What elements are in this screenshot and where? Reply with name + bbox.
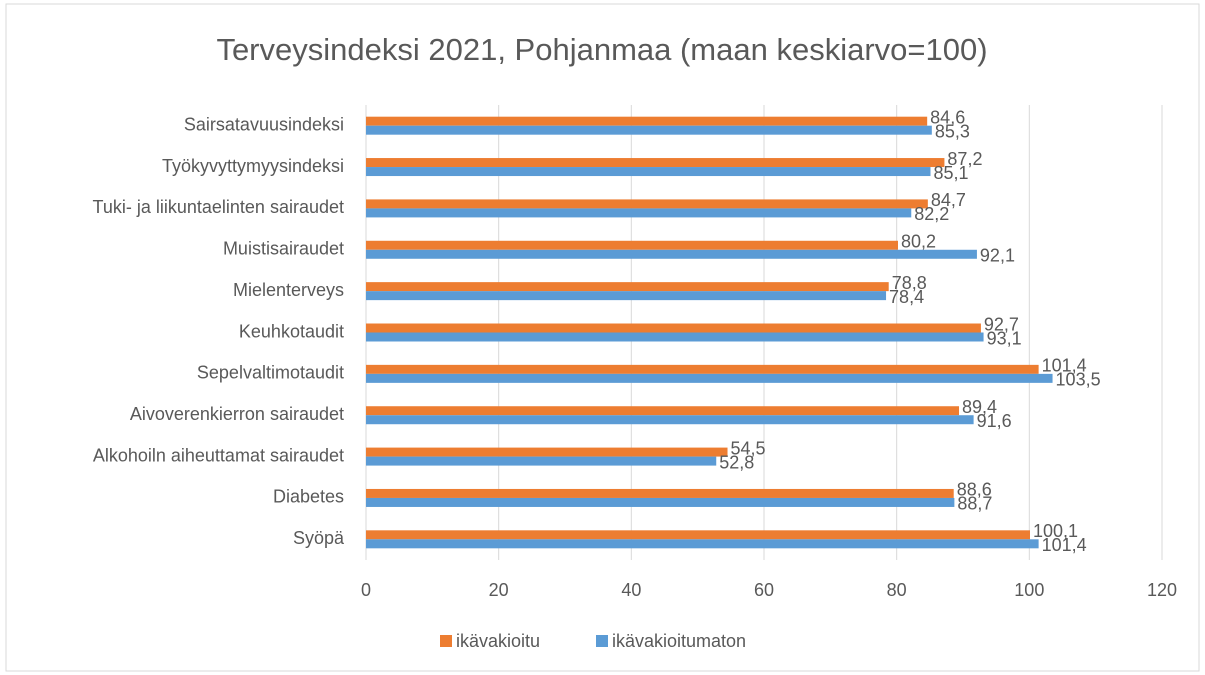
bar: [366, 447, 728, 457]
y-tick-label: Mielenterveys: [233, 280, 344, 300]
bar: [366, 291, 887, 301]
data-label: 89,4: [962, 397, 997, 417]
legend-label: ikävakioitu: [456, 631, 540, 651]
legend-swatch: [596, 635, 608, 647]
bar: [366, 199, 928, 209]
y-tick-label: Sepelvaltimotaudit: [197, 363, 344, 383]
data-label: 84,7: [931, 190, 966, 210]
bar: [366, 125, 932, 135]
x-tick-label: 120: [1147, 580, 1177, 600]
legend-swatch: [440, 635, 452, 647]
y-tick-label: Aivoverenkierron sairaudet: [130, 404, 344, 424]
data-label: 82,2: [914, 204, 949, 224]
data-label: 88,6: [957, 480, 992, 500]
data-label: 88,7: [957, 494, 992, 514]
x-tick-label: 20: [489, 580, 509, 600]
bar: [366, 364, 1039, 374]
bar: [366, 332, 984, 342]
data-label: 103,5: [1056, 370, 1101, 390]
bar: [366, 158, 945, 168]
bar: [366, 323, 981, 333]
data-label: 78,4: [889, 287, 924, 307]
y-tick-label: Tuki- ja liikuntaelinten sairaudet: [93, 197, 344, 217]
data-label: 78,8: [892, 273, 927, 293]
data-label: 84,6: [930, 107, 965, 127]
x-tick-label: 0: [361, 580, 371, 600]
y-tick-label: Syöpä: [293, 528, 345, 548]
data-label: 92,7: [984, 314, 1019, 334]
bar: [366, 456, 717, 466]
bar: [366, 282, 889, 292]
bar: [366, 373, 1053, 383]
legend-label: ikävakioitumaton: [612, 631, 746, 651]
data-label: 101,4: [1042, 535, 1087, 555]
y-tick-label: Työkyvyttymyysindeksi: [162, 156, 344, 176]
data-label: 92,1: [980, 246, 1015, 266]
y-tick-label: Diabetes: [273, 487, 344, 507]
data-label: 91,6: [977, 411, 1012, 431]
y-tick-label: Muistisairaudet: [223, 239, 344, 259]
data-label: 80,2: [901, 232, 936, 252]
data-label: 52,8: [719, 452, 754, 472]
data-label: 85,1: [933, 163, 968, 183]
bar: [366, 488, 954, 498]
y-tick-label: Keuhkotaudit: [239, 321, 344, 341]
data-label: 87,2: [947, 149, 982, 169]
x-tick-label: 60: [754, 580, 774, 600]
bar: [366, 539, 1039, 549]
bar: [366, 406, 960, 416]
y-tick-label: Sairsatavuusindeksi: [184, 114, 344, 134]
bar: [366, 208, 912, 218]
data-label: 100,1: [1033, 521, 1078, 541]
bar: [366, 530, 1030, 540]
data-label: 54,5: [731, 438, 766, 458]
bar: [366, 415, 974, 425]
x-tick-label: 80: [887, 580, 907, 600]
bar: [366, 240, 898, 250]
y-tick-label: Alkohoiln aiheuttamat sairaudet: [93, 445, 344, 465]
bar: [366, 249, 977, 259]
x-tick-label: 100: [1014, 580, 1044, 600]
bar: [366, 497, 955, 507]
data-label: 93,1: [987, 328, 1022, 348]
bar: [366, 167, 931, 177]
data-label: 101,4: [1042, 356, 1087, 376]
data-label: 85,3: [935, 121, 970, 141]
bar: [366, 116, 928, 126]
x-tick-label: 40: [621, 580, 641, 600]
chart-title: Terveysindeksi 2021, Pohjanmaa (maan kes…: [216, 32, 987, 67]
